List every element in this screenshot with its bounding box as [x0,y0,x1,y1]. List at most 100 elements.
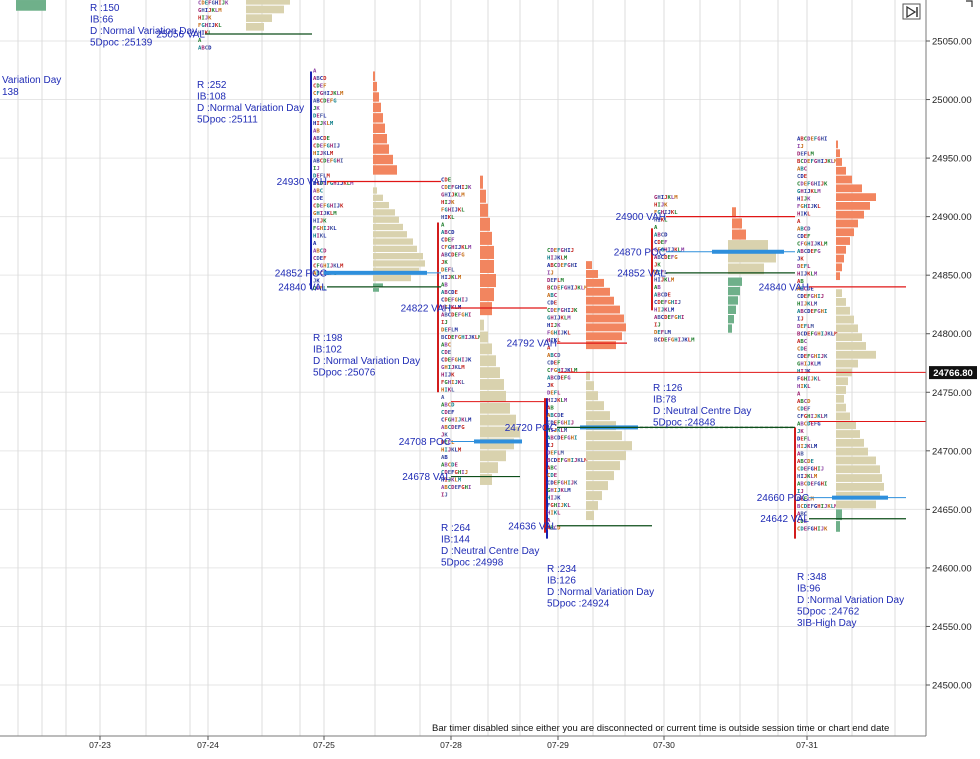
tpo-row: IJ [797,317,804,323]
tpo-row: ABCD [441,403,455,409]
tpo-row: A [441,395,445,401]
tpo-row: HIJK [547,323,561,329]
tpo-row: IJ [441,493,448,499]
current-price-badge: 24766.80 [929,366,977,380]
date-label: 07-25 [313,740,335,750]
volume-bar [586,481,608,491]
tpo-row: GHIJKLM [547,488,571,494]
tpo-row: DEFL [797,264,811,270]
tpo-row: HIJKLM [797,474,818,480]
tpo-row: CFGHIJKLM [797,414,828,420]
tpo-row: DEFL [313,286,327,292]
volume-bar [373,283,383,288]
tpo-row: HIJKLM [797,444,818,450]
volume-bar [836,149,840,158]
tpo-row: CDEF [313,256,327,262]
tpo-row: HIJK [797,197,811,203]
tpo-row: A [441,223,445,229]
tpo-row: DEFL [797,437,811,443]
price-tick-label: 24700.00 [932,446,972,457]
session-info-line: D :Normal Variation Day [197,103,304,114]
tpo-row: ABCDEFGHI [797,482,827,488]
price-tick-label: 24800.00 [932,329,972,340]
volume-bar [836,465,880,474]
tpo-row: IJ [441,320,448,326]
tpo-row: DEFLM [313,174,331,180]
tpo-row: CDEFGHIJK [797,527,828,533]
tpo-row: HIJKLM [441,275,462,281]
tpo-row: FGHIJKL [547,503,571,509]
volume-bar [836,377,848,386]
volume-bar [480,245,494,259]
tpo-row: CFGHIJKLM [654,248,685,254]
volume-bar [836,447,868,456]
date-axis: 07-23 07-24 07-25 07-28 07-29 07-30 07-31 [89,736,818,750]
level-label: 24870 POC [614,247,666,258]
volume-bar [480,319,484,331]
volume-bar [836,350,876,359]
tpo-row: DEFL [441,440,455,446]
volume-bar [732,218,742,229]
tpo-row: BCDEFGHIJKLM [547,458,588,464]
tpo-row: CDEFGHIJK [547,480,578,486]
volume-bar [480,217,490,231]
session-info-line: 5Dpoc :24998 [441,558,504,569]
volume-bar [728,286,740,296]
tpo-row: CDEF [797,407,811,413]
volume-bar [373,274,411,282]
tpo-row: CDEF [441,410,455,416]
volume-bar [373,245,417,253]
tpo-row: HIJKLM [547,428,568,434]
volume-bar [586,371,590,381]
session-info-line: IB:96 [797,584,821,595]
volume-bar [480,175,483,189]
volume-bar [836,202,870,210]
volume-bar [586,511,594,521]
tpo-row: CDEFGHIJ [547,420,574,426]
volume-bar [836,324,858,333]
level-label: 24840 VAL [278,282,327,293]
volume-bar [373,267,419,274]
volume-bar [373,71,375,81]
tpo-row: HIKL [654,218,668,224]
volume-bar [836,175,852,184]
volume-bar [373,102,381,113]
tpo-row: JK [313,279,320,285]
tpo-row: ABCDE [313,136,330,142]
tpo-row: CDEF [654,240,668,246]
tpo-row: AB [441,283,448,289]
session-info-line: 5Dpoc :25139 [90,38,153,49]
tpo-row: DEFLM [797,497,815,503]
volume-bar [586,451,626,461]
tpo-row: ABC [797,512,807,518]
session-info-line: D :Normal Variation Day [547,587,654,598]
tpo-row: CDEFGHIJ [313,144,340,150]
tpo-row: ABCDEFGHI [547,263,577,269]
volume-bar [586,431,622,441]
tpo-row: ABCDE [654,293,671,299]
tpo-row: HIJKLM [313,121,334,127]
tpo-row: FGHIJKL [797,204,821,210]
tpo-row: IJ [313,166,320,172]
tpo-row: HIKL [547,510,561,516]
volume-bar [836,474,882,482]
play-end-icon[interactable] [902,3,921,20]
tpo-row: IJ [797,144,804,150]
volume-bar [586,401,604,411]
tpo-row: DEFL [547,390,561,396]
price-tick-label: 25000.00 [932,95,972,106]
tpo-row: BCDEFGHIJKLM [547,285,588,291]
session-info-line: D :Neutral Centre Day [653,406,751,417]
bracket-icon[interactable] [966,0,973,7]
tpo-row: HIJK [654,203,668,209]
bar-timer-status: Bar timer disabled since either you are … [432,723,889,734]
price-tick-label: 24750.00 [932,388,972,399]
tpo-row: ABCD [547,525,561,531]
price-tick-label: 24850.00 [932,271,972,282]
tpo-row: CFGHIJKLM [547,368,578,374]
tpo-row: BCDEFGHIJKLM [797,332,838,338]
tpo-row: GHIJKLM [441,193,465,199]
tpo-row: HIJKLM [797,302,818,308]
session-info-line: R :126 [653,383,683,394]
